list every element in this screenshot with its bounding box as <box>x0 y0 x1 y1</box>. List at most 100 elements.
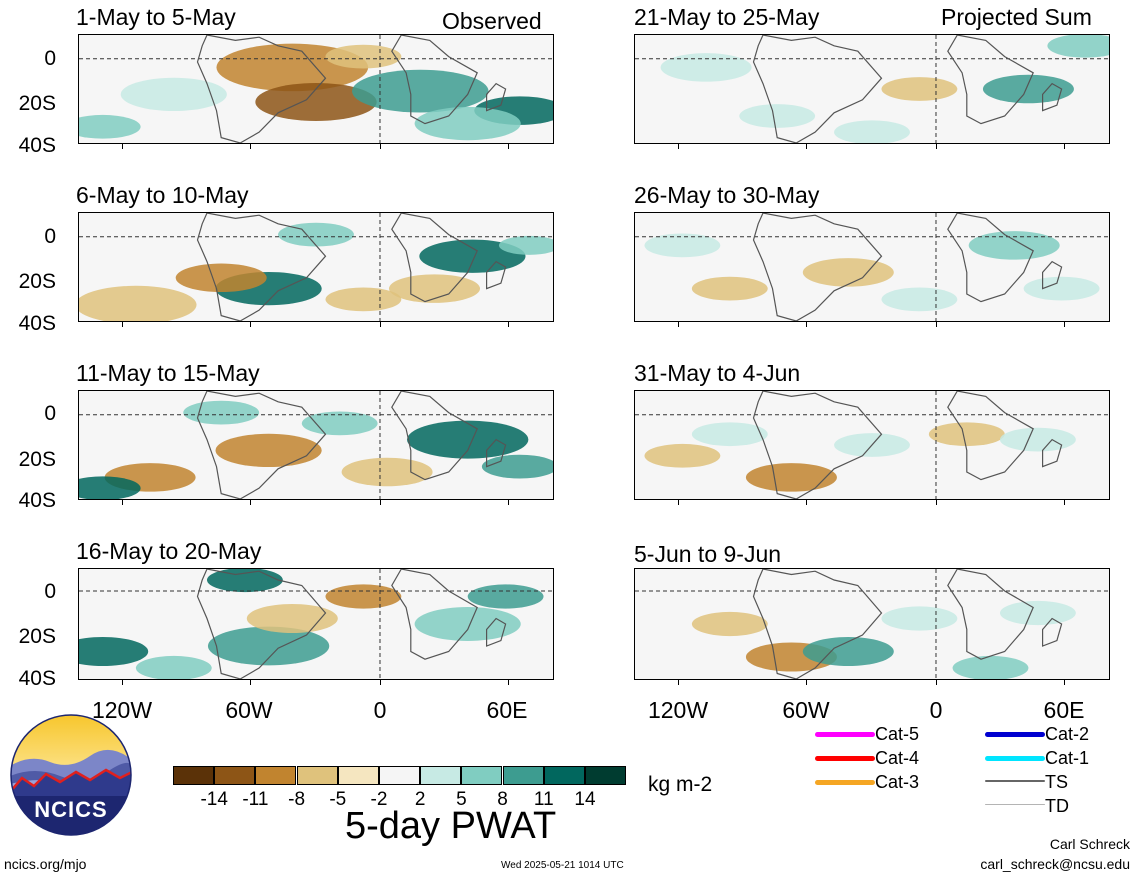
colorbar-swatch <box>173 766 214 785</box>
colorbar-swatch <box>296 766 338 785</box>
colorbar-tick-label: 2 <box>414 789 426 810</box>
colorbar-swatch <box>379 766 420 785</box>
anomaly-blob <box>255 82 377 121</box>
anomaly-blob <box>120 77 227 112</box>
anomaly-blob <box>183 400 260 425</box>
anomaly-blob <box>999 600 1076 626</box>
x-tick-mark <box>1063 679 1066 685</box>
x-tick-mark <box>379 321 382 327</box>
y-tick-label: 0 <box>44 402 56 425</box>
anomaly-blob <box>79 114 141 139</box>
africa-coastline <box>391 391 478 481</box>
legend-line-cat2 <box>985 732 1045 737</box>
anomaly-blob <box>414 607 521 641</box>
anomaly-blob <box>325 584 402 609</box>
y-tick-label: 0 <box>44 225 56 248</box>
x-tick-mark <box>379 143 382 149</box>
anomaly-blob <box>352 69 489 113</box>
y-tick-label: 40S <box>18 667 56 690</box>
x-tick-mark <box>249 679 252 685</box>
map-panel-projected-2 <box>634 212 1110 322</box>
anomaly-blob <box>691 422 768 447</box>
x-tick-mark <box>379 499 382 505</box>
x-tick-label: 60E <box>486 697 528 723</box>
anomaly-blob <box>745 463 837 492</box>
colorbar-swatch <box>420 766 462 785</box>
legend-line-cat5 <box>815 732 875 737</box>
panel-title: 31-May to 4-Jun <box>634 360 801 386</box>
anomaly-blob <box>246 603 338 634</box>
anomaly-blob <box>215 433 322 468</box>
anomaly-blob <box>388 274 481 303</box>
anomaly-blob <box>691 611 768 637</box>
y-tick-label: 40S <box>18 312 56 335</box>
y-tick-label: 0 <box>44 580 56 603</box>
anomaly-blob <box>79 476 141 499</box>
x-tick-mark <box>121 499 124 505</box>
projected-sum-label: Projected Sum <box>941 4 1092 30</box>
anomaly-blob <box>207 626 330 666</box>
legend-label: Cat-1 <box>1045 748 1090 768</box>
anomaly-blob <box>325 44 402 69</box>
anomaly-blob <box>644 443 721 468</box>
south-america-coastline <box>196 569 327 679</box>
x-tick-mark <box>121 321 124 327</box>
footer-timestamp: Wed 2025-05-21 1014 UTC <box>501 860 624 871</box>
madagascar-coastline <box>486 617 507 647</box>
x-tick-mark <box>805 143 808 149</box>
anomaly-field <box>635 569 1109 679</box>
anomaly-blob <box>928 422 1005 447</box>
x-tick-mark <box>249 143 252 149</box>
anomaly-field <box>79 35 553 143</box>
legend-label: Cat-5 <box>875 724 920 744</box>
colorbar-tick-label: -11 <box>242 789 269 810</box>
legend-label: Cat-4 <box>875 748 920 768</box>
panel-title: 5-Jun to 9-Jun <box>634 541 782 567</box>
anomaly-blob <box>79 285 197 321</box>
anomaly-blob <box>206 569 283 593</box>
colorbar-swatch <box>543 766 585 785</box>
anomaly-blob <box>135 655 212 679</box>
panel-title: 1-May to 5-May <box>76 4 236 30</box>
x-tick-mark <box>805 499 808 505</box>
x-tick-mark <box>1063 499 1066 505</box>
x-tick-mark <box>121 679 124 685</box>
colorbar-tick-label: -8 <box>288 789 306 810</box>
x-tick-mark <box>249 321 252 327</box>
y-tick-label: 40S <box>18 489 56 512</box>
colorbar-title: 5-day PWAT <box>345 805 557 847</box>
anomaly-field <box>635 391 1109 499</box>
panel-title: 11-May to 15-May <box>76 360 260 386</box>
x-tick-label: 120W <box>647 697 709 723</box>
map-panel-projected-4 <box>634 568 1110 680</box>
map-panel-observed-4 <box>78 568 554 680</box>
x-tick-mark <box>805 679 808 685</box>
x-tick-label: 60W <box>782 697 830 723</box>
anomaly-blob <box>498 235 553 255</box>
south-america-coastline <box>752 569 883 679</box>
x-tick-mark <box>935 321 938 327</box>
x-tick-mark <box>507 679 510 685</box>
observed-label: Observed <box>442 8 542 34</box>
x-tick-mark <box>935 143 938 149</box>
x-tick-mark <box>935 679 938 685</box>
x-tick-mark <box>121 143 124 149</box>
madagascar-coastline <box>486 82 507 112</box>
y-tick-label: 20S <box>18 92 56 115</box>
colorbar-swatch <box>337 766 379 785</box>
legend-line-cat4 <box>815 756 875 761</box>
anomaly-field <box>635 35 1109 143</box>
colorbar-tick-label: 5 <box>456 789 467 810</box>
legend-label: Cat-3 <box>875 772 920 792</box>
africa-coastline <box>947 391 1034 481</box>
anomaly-blob <box>414 106 521 141</box>
south-america-coastline <box>196 35 327 143</box>
x-tick-label: 120W <box>91 697 153 723</box>
anomaly-blob <box>341 457 433 487</box>
x-tick-label: 60E <box>1043 697 1085 723</box>
x-tick-mark <box>507 321 510 327</box>
madagascar-coastline <box>486 260 507 290</box>
colorbar-tick-label: -2 <box>370 789 388 810</box>
colorbar-swatch <box>502 766 544 785</box>
anomaly-blob <box>881 287 958 312</box>
